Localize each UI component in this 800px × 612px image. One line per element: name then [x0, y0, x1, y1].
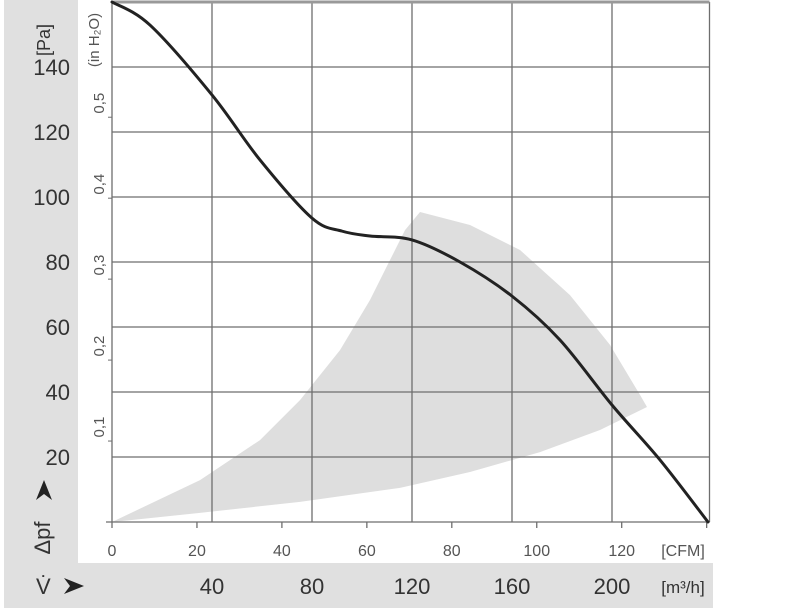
cfm-tick-label: 80	[443, 543, 461, 560]
operating-region-layer	[112, 211, 647, 522]
inh2o-tick-label: 0,3	[91, 255, 108, 276]
y-tick-label: 20	[46, 445, 70, 470]
x-tick-label: 200	[594, 574, 631, 599]
cfm-tick-label: 40	[273, 543, 291, 560]
cfm-tick-label: 120	[608, 543, 635, 560]
cfm-tick-label: 20	[188, 543, 206, 560]
y-tick-label: 60	[46, 315, 70, 340]
cfm-tick-label: 60	[358, 543, 376, 560]
inh2o-tick-label: 0,5	[91, 93, 108, 114]
x-tick-label: 120	[394, 574, 431, 599]
x-axis-band	[4, 563, 713, 608]
x-axis-arrow-icon	[64, 578, 84, 594]
y-tick-label: 140	[33, 55, 70, 80]
inh2o-tick-label: 0,4	[91, 174, 108, 195]
x-axis-label: V̇	[36, 574, 51, 599]
inh2o-tick-label: 0,2	[91, 336, 108, 357]
y-tick-label: 100	[33, 185, 70, 210]
y-tick-label: 40	[46, 380, 70, 405]
y-axis-band	[4, 0, 78, 608]
cfm-tick-label: 0	[108, 543, 117, 560]
inh2o-tick-label: 0,1	[91, 417, 108, 438]
operating-region	[112, 211, 647, 522]
y-tick-label: 120	[33, 120, 70, 145]
cfm-tick-label: 100	[523, 543, 550, 560]
y-unit-inh2o: (in H₂O)	[86, 13, 103, 67]
labels-layer: 20 40 60 80 100 120 140 40 80 120 160 200 0 20 40 60 80 1…	[33, 55, 635, 599]
series-layer	[110, 0, 710, 524]
fan-curve-line	[110, 0, 710, 524]
x-unit-cfm: [CFM]	[661, 543, 705, 560]
y-tick-label: 80	[46, 250, 70, 275]
x-tick-label: 160	[494, 574, 531, 599]
x-tick-label: 80	[300, 574, 324, 599]
x-tick-label: 40	[200, 574, 224, 599]
x-unit-m3h: [m³/h]	[661, 578, 704, 597]
y-axis-arrow-icon	[36, 480, 52, 500]
grid-layer	[106, 0, 711, 528]
y-axis-label: Δpf	[30, 521, 55, 555]
y-unit-pa: [Pa]	[34, 24, 54, 56]
